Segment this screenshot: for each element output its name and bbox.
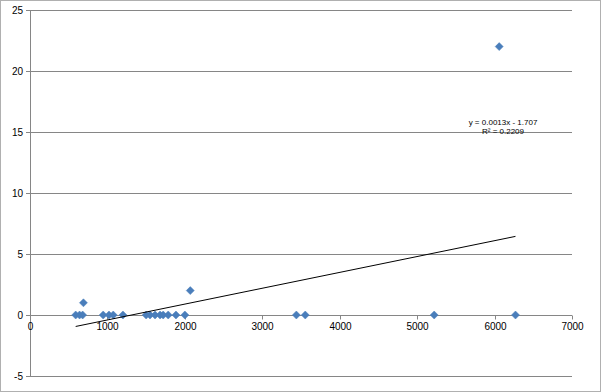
grid-line [30, 376, 572, 377]
data-point [79, 311, 87, 319]
grid-line [30, 254, 572, 255]
tick-mark [572, 316, 573, 320]
data-point [181, 311, 189, 319]
data-point [292, 311, 300, 319]
y-tick-label: 25 [12, 5, 24, 16]
chart: -5 0 5 10 15 20 25 0 1000 2000 3000 4000 5000 6000 700… [0, 0, 601, 392]
trendline-equation: y = 0.0013x - 1.707 [469, 118, 538, 127]
grid-line [30, 10, 572, 11]
x-tick-label: 4000 [329, 321, 352, 332]
chart-frame [1, 1, 601, 392]
tick-mark [26, 376, 30, 377]
trendline-r-squared: R² = 0.2209 [482, 127, 525, 136]
tick-mark [26, 10, 30, 11]
tick-mark [262, 316, 263, 320]
grid-line [30, 193, 572, 194]
tick-mark [30, 316, 31, 320]
grid-line [30, 71, 572, 72]
x-tick-label: 1000 [96, 321, 119, 332]
tick-mark [26, 132, 30, 133]
tick-mark [26, 254, 30, 255]
y-tick-label: 15 [12, 127, 24, 138]
data-point [495, 43, 503, 51]
x-tick-label: 7000 [561, 321, 584, 332]
x-tick-label: 3000 [251, 321, 274, 332]
tick-mark [26, 193, 30, 194]
y-tick-label: 0 [17, 310, 23, 321]
tick-mark [495, 316, 496, 320]
trendline [76, 236, 516, 326]
data-point [79, 299, 87, 307]
y-tick-label: -5 [14, 371, 23, 382]
data-point [186, 287, 194, 295]
x-tick-label: 0 [28, 321, 34, 332]
data-point [511, 311, 519, 319]
y-tick-label: 20 [12, 66, 24, 77]
data-point [164, 311, 172, 319]
tick-mark [26, 315, 30, 316]
data-point [301, 311, 309, 319]
plot-area [72, 43, 520, 327]
tick-mark [417, 316, 418, 320]
data-point [172, 311, 180, 319]
tick-mark [26, 71, 30, 72]
tick-mark [340, 316, 341, 320]
x-tick-label: 2000 [174, 321, 197, 332]
x-tick-label: 6000 [484, 321, 507, 332]
x-tick-label: 5000 [406, 321, 429, 332]
y-tick-label: 5 [17, 249, 23, 260]
y-tick-label: 10 [12, 188, 24, 199]
data-point [430, 311, 438, 319]
